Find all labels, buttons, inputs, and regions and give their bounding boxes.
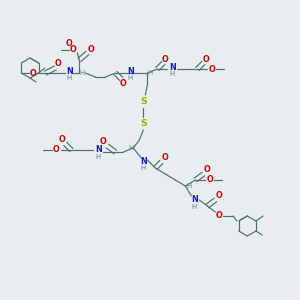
- Text: H: H: [141, 165, 146, 171]
- Text: O: O: [203, 56, 210, 64]
- Text: O: O: [162, 56, 169, 64]
- Text: S: S: [140, 118, 147, 127]
- Text: N: N: [169, 62, 176, 71]
- Text: N: N: [191, 196, 198, 205]
- Text: H: H: [192, 204, 197, 210]
- Text: O: O: [207, 176, 214, 184]
- Text: N: N: [66, 67, 73, 76]
- Text: O: O: [88, 46, 95, 55]
- Text: O: O: [66, 38, 73, 47]
- Text: H: H: [170, 71, 175, 77]
- Text: H: H: [67, 75, 72, 81]
- Text: O: O: [209, 64, 216, 74]
- Text: H: H: [96, 154, 101, 160]
- Text: N: N: [127, 67, 134, 76]
- Text: N: N: [95, 146, 102, 154]
- Text: H: H: [187, 183, 192, 189]
- Text: O: O: [216, 212, 223, 220]
- Text: O: O: [120, 79, 127, 88]
- Text: O: O: [216, 191, 223, 200]
- Text: O: O: [59, 136, 66, 145]
- Text: O: O: [55, 59, 62, 68]
- Text: S: S: [140, 97, 147, 106]
- Text: H: H: [128, 75, 133, 81]
- Text: O: O: [204, 166, 211, 175]
- Text: H: H: [129, 145, 134, 151]
- Text: O: O: [100, 137, 107, 146]
- Text: H: H: [148, 70, 153, 76]
- Text: O: O: [70, 46, 77, 55]
- Text: O: O: [162, 154, 169, 163]
- Text: H: H: [80, 70, 85, 76]
- Text: O: O: [53, 146, 60, 154]
- Text: N: N: [140, 157, 147, 166]
- Text: O: O: [30, 68, 37, 77]
